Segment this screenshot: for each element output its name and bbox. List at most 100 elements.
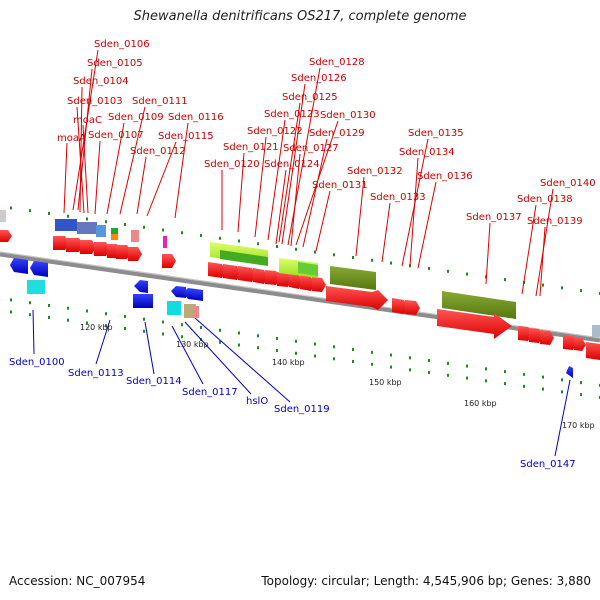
- gene-label: Sden_0133: [370, 192, 426, 203]
- tick-dot: [409, 368, 411, 372]
- tick-dot: [181, 335, 183, 339]
- tick-dot: [86, 217, 88, 221]
- leader-line: [315, 190, 331, 252]
- gene-label: Sden_0113: [68, 368, 124, 379]
- leader-line: [146, 141, 177, 217]
- gene-label: Sden_0116: [168, 112, 224, 123]
- tick-dot: [580, 393, 582, 397]
- tick-dot: [67, 214, 69, 218]
- tick-dot: [10, 298, 12, 302]
- gene-label: Sden_0105: [87, 58, 143, 69]
- leader-line: [302, 138, 328, 248]
- gene-label: Sden_0127: [283, 143, 339, 154]
- leader-line: [417, 181, 437, 269]
- leader-line: [254, 136, 267, 238]
- tick-dot: [162, 320, 164, 324]
- gene-label: Sden_0119: [274, 404, 330, 415]
- leader-lines: [32, 49, 571, 457]
- leader-line: [381, 202, 391, 263]
- tick-dot: [333, 345, 335, 349]
- leader-line: [63, 142, 68, 214]
- tick-dot: [371, 258, 373, 262]
- leader-line: [79, 86, 83, 213]
- tick-dot: [466, 364, 468, 368]
- tick-dot: [561, 286, 563, 290]
- scale-label-130: 130 kbp: [176, 340, 209, 349]
- tick-dot: [124, 222, 126, 226]
- leader-line: [119, 106, 146, 215]
- gene-label: Sden_0124: [264, 159, 320, 170]
- tick-dot: [390, 261, 392, 265]
- tick-dot: [523, 384, 525, 388]
- tick-dot: [561, 378, 563, 382]
- tick-dot: [485, 367, 487, 371]
- tick-dot: [143, 329, 145, 333]
- tick-dot: [504, 382, 506, 386]
- leader-line: [409, 157, 419, 267]
- tick-dot: [580, 381, 582, 385]
- gene-label: Sden_0107: [88, 130, 144, 141]
- map-title: Shewanella denitrificans OS217, complete…: [133, 9, 467, 24]
- tick-dot: [219, 340, 221, 344]
- leader-line: [171, 325, 204, 385]
- tick-dot: [371, 362, 373, 366]
- tick-dot: [504, 278, 506, 282]
- tick-dot: [466, 272, 468, 276]
- gene-label: Sden_0109: [108, 112, 164, 123]
- gene-label: Sden_0106: [94, 39, 150, 50]
- tick-dot: [542, 375, 544, 379]
- tick-dot: [276, 337, 278, 341]
- gene-label: Sden_0115: [158, 131, 214, 142]
- gene-label: moaA: [57, 133, 86, 144]
- tick-dot: [428, 359, 430, 363]
- tick-dot: [181, 323, 183, 327]
- tick-dot: [105, 220, 107, 224]
- tick-dot: [447, 269, 449, 273]
- tick-dot: [105, 324, 107, 328]
- gene-label: Sden_0104: [73, 76, 129, 87]
- tick-dot: [333, 357, 335, 361]
- gene-label: Sden_0137: [466, 212, 522, 223]
- tick-dot: [561, 390, 563, 394]
- tick-dot: [200, 326, 202, 329]
- leader-line: [144, 321, 155, 375]
- leader-line: [355, 176, 365, 257]
- scale-label-160: 160 kbp: [464, 399, 497, 408]
- leader-line: [174, 122, 189, 219]
- leader-line: [136, 156, 147, 215]
- leader-line: [281, 83, 306, 245]
- leader-line: [194, 317, 291, 403]
- tick-dot: [200, 234, 202, 237]
- tick-dot: [48, 211, 50, 215]
- gene-label: Sden_0132: [347, 166, 403, 177]
- tick-dot: [428, 267, 430, 271]
- tick-dot: [523, 372, 525, 376]
- accession-text: Accession: NC_007954: [9, 574, 146, 588]
- tick-dot: [29, 209, 31, 213]
- gene-label: Sden_0131: [312, 180, 368, 191]
- tick-dot: [371, 350, 373, 354]
- tick-dot: [67, 306, 69, 310]
- tick-dot: [219, 236, 221, 240]
- gene-label: Sden_0128: [309, 57, 365, 68]
- gene-label: Sden_0130: [320, 110, 376, 121]
- genome-summary-text: Topology: circular; Length: 4,545,906 bp…: [261, 574, 591, 588]
- reverse-strand-features: [10, 258, 573, 378]
- tick-dot: [295, 351, 297, 355]
- bottom-gene-labels: Sden_0100 Sden_0113 Sden_0114 Sden_0117 …: [9, 357, 576, 470]
- leader-line: [290, 153, 301, 247]
- leader-line: [554, 379, 571, 457]
- tick-dot: [48, 303, 50, 307]
- tick-marks: [10, 206, 600, 399]
- leader-line: [535, 188, 554, 297]
- tick-dot: [352, 348, 354, 352]
- tick-dot: [447, 373, 449, 377]
- tick-dot: [314, 342, 316, 346]
- tick-dot: [162, 332, 164, 336]
- leader-line: [237, 152, 245, 233]
- leader-line: [76, 106, 85, 214]
- tick-dot: [257, 242, 259, 246]
- gene-label: Sden_0121: [223, 142, 279, 153]
- leader-line: [287, 67, 321, 246]
- tick-dot: [390, 365, 392, 369]
